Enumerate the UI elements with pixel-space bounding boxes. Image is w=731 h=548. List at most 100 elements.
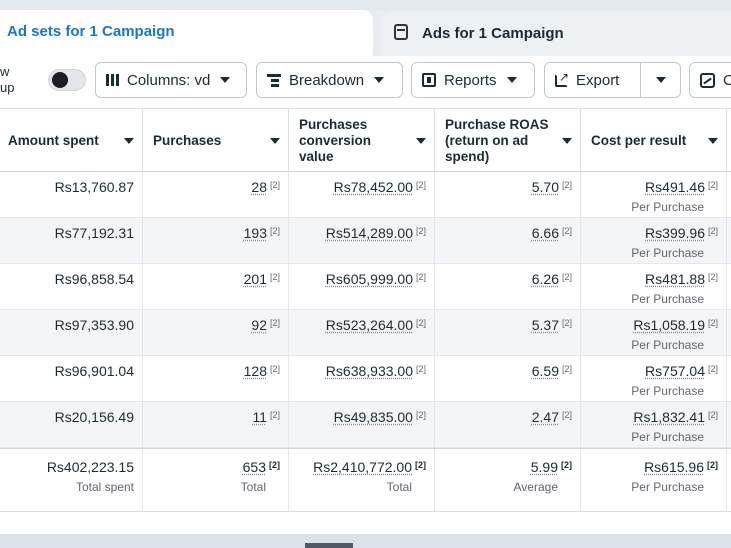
cost-per-result-label: Per Purchase — [631, 338, 704, 352]
purchases-value[interactable]: 92 [2] — [251, 317, 280, 333]
table-row[interactable]: Rs77,192.31 193 [2] Rs514,289.00 [2] 6.66 [2] R… — [0, 218, 731, 264]
cost-per-result-label: Per Purchase — [631, 384, 704, 398]
purchase-roas-cell: 5.70 [2] — [435, 172, 581, 217]
table-row[interactable]: Rs20,156.49 11 [2] Rs49,835.00 [2] 2.47 [2] Rs1… — [0, 402, 731, 448]
chevron-down-icon — [220, 77, 231, 83]
cost-per-result-label: Per Purchase — [631, 430, 704, 444]
amount-spent-cell: Rs96,901.04 — [0, 356, 143, 401]
purchase-roas-value[interactable]: 6.26 [2] — [531, 271, 572, 287]
total-purchases-value[interactable]: 653 [2] — [242, 459, 280, 475]
header-conversion-value[interactable]: Purchases conversion value — [289, 109, 435, 173]
toggle-knob — [52, 72, 68, 88]
total-roas-label: Average — [513, 480, 558, 494]
charts-button[interactable]: C — [689, 62, 731, 98]
total-amount-cell: Rs402,223.15 Total spent — [0, 449, 143, 511]
purchases-value[interactable]: 28 [2] — [251, 179, 280, 195]
tab-ads-label: Ads for 1 Campaign — [422, 25, 564, 42]
conversion-value-value[interactable]: Rs638,933.00 [2] — [325, 363, 426, 379]
sort-caret-icon[interactable] — [416, 138, 426, 144]
cost-per-result-value[interactable]: Rs481.88 [2] — [645, 271, 718, 287]
header-label: Purchase ROAS (return on ad spend) — [445, 117, 549, 164]
chevron-down-icon — [506, 77, 517, 83]
cost-per-result-cell: Rs491.46 [2] Per Purchase — [581, 172, 727, 217]
bottom-strip — [0, 534, 731, 548]
cost-per-result-value[interactable]: Rs399.96 [2] — [645, 225, 718, 241]
view-group-line2: up — [0, 80, 15, 95]
cost-per-result-value[interactable]: Rs1,832.41 [2] — [633, 409, 718, 425]
table-row[interactable]: Rs96,901.04 128 [2] Rs638,933.00 [2] 6.59 [2] R… — [0, 356, 731, 402]
columns-icon — [106, 74, 119, 86]
purchases-value[interactable]: 11 [2] — [252, 409, 280, 425]
sort-caret-icon[interactable] — [270, 138, 280, 144]
view-group-label: w up — [0, 64, 14, 96]
tab-ad-sets[interactable]: Ad sets for 1 Campaign — [0, 10, 373, 56]
conversion-value-cell: Rs638,933.00 [2] — [289, 356, 435, 401]
purchases-value[interactable]: 193 [2] — [243, 225, 280, 241]
amount-spent-value: Rs96,901.04 — [54, 363, 134, 379]
tab-ads[interactable]: Ads for 1 Campaign — [382, 12, 731, 56]
header-purchase-roas[interactable]: Purchase ROAS (return on ad spend) — [435, 109, 581, 173]
purchases-cell: 92 [2] — [143, 310, 289, 355]
cost-per-result-value[interactable]: Rs491.46 [2] — [645, 179, 718, 195]
header-amount-spent[interactable]: Amount spent — [0, 109, 143, 173]
ad-icon — [394, 24, 408, 40]
total-conversion-value[interactable]: Rs2,410,772.00 [2] — [313, 459, 426, 475]
export-button[interactable]: Export — [544, 62, 641, 98]
purchase-roas-cell: 6.59 [2] — [435, 356, 581, 401]
purchase-roas-value[interactable]: 5.37 [2] — [531, 317, 572, 333]
columns-button[interactable]: Columns: vd — [95, 62, 247, 98]
top-strip — [0, 0, 731, 10]
table-row[interactable]: Rs97,353.90 92 [2] Rs523,264.00 [2] 5.37 [2] Rs… — [0, 310, 731, 356]
sort-caret-icon[interactable] — [708, 138, 718, 144]
conversion-value-value[interactable]: Rs514,289.00 [2] — [325, 225, 426, 241]
header-cost-per-result[interactable]: Cost per result — [581, 109, 727, 173]
purchase-roas-value[interactable]: 5.70 [2] — [531, 179, 572, 195]
purchase-roas-value[interactable]: 2.47 [2] — [531, 409, 572, 425]
purchases-value[interactable]: 201 [2] — [243, 271, 280, 287]
purchases-cell: 11 [2] — [143, 402, 289, 447]
reports-label: Reports — [444, 71, 497, 89]
view-group-toggle[interactable] — [48, 69, 86, 91]
purchase-roas-cell: 6.26 [2] — [435, 264, 581, 309]
table-row[interactable]: Rs13,760.87 28 [2] Rs78,452.00 [2] 5.70 [2] Rs4… — [0, 172, 731, 218]
total-cpr-label: Per Purchase — [631, 480, 704, 494]
conversion-value-value[interactable]: Rs49,835.00 [2] — [333, 409, 426, 425]
cost-per-result-cell: Rs399.96 [2] Per Purchase — [581, 218, 727, 263]
content-panel: w up Columns: vd Breakdown Reports Expor… — [0, 56, 731, 534]
sort-caret-icon[interactable] — [562, 138, 572, 144]
purchase-roas-value[interactable]: 6.66 [2] — [531, 225, 572, 241]
purchase-roas-cell: 2.47 [2] — [435, 402, 581, 447]
table-row[interactable]: Rs96,858.54 201 [2] Rs605,999.00 [2] 6.26 [2] R… — [0, 264, 731, 310]
breakdown-button[interactable]: Breakdown — [256, 62, 403, 98]
total-cpr-value[interactable]: Rs615.96 [2] — [644, 459, 718, 475]
toolbar: w up Columns: vd Breakdown Reports Expor… — [0, 56, 731, 108]
reports-icon — [422, 73, 436, 87]
conversion-value-cell: Rs605,999.00 [2] — [289, 264, 435, 309]
header-label: Cost per result — [591, 133, 687, 148]
header-label: Amount spent — [8, 133, 99, 148]
total-conversion-cell: Rs2,410,772.00 [2] Total — [289, 449, 435, 511]
totals-row: Rs402,223.15 Total spent 653 [2] Total Rs… — [0, 448, 731, 512]
export-icon — [555, 70, 569, 87]
conversion-value-cell: Rs78,452.00 [2] — [289, 172, 435, 217]
purchase-roas-value[interactable]: 6.59 [2] — [531, 363, 572, 379]
columns-label: Columns: vd — [127, 71, 211, 89]
sort-caret-icon[interactable] — [124, 138, 134, 144]
cost-per-result-cell: Rs481.88 [2] Per Purchase — [581, 264, 727, 309]
horizontal-scrollbar[interactable] — [305, 543, 353, 548]
results-table: Amount spent Purchases Purchases convers… — [0, 108, 731, 528]
conversion-value-value[interactable]: Rs605,999.00 [2] — [325, 271, 426, 287]
cost-per-result-value[interactable]: Rs1,058.19 [2] — [633, 317, 718, 333]
amount-spent-value: Rs13,760.87 — [54, 179, 134, 195]
cost-per-result-value[interactable]: Rs757.04 [2] — [645, 363, 718, 379]
header-purchases[interactable]: Purchases — [143, 109, 289, 173]
export-dropdown-button[interactable] — [640, 62, 681, 98]
total-purchases-label: Total — [240, 480, 266, 494]
conversion-value-value[interactable]: Rs523,264.00 [2] — [325, 317, 426, 333]
purchases-value[interactable]: 128 [2] — [243, 363, 280, 379]
conversion-value-value[interactable]: Rs78,452.00 [2] — [333, 179, 426, 195]
purchases-cell: 193 [2] — [143, 218, 289, 263]
reports-button[interactable]: Reports — [411, 62, 535, 98]
amount-spent-cell: Rs20,156.49 — [0, 402, 143, 447]
total-roas-value[interactable]: 5.99 [2] — [530, 459, 572, 475]
